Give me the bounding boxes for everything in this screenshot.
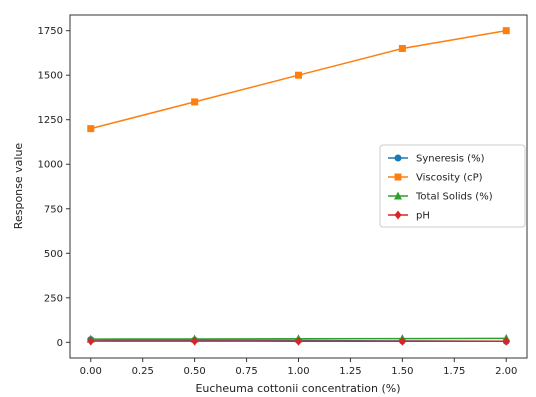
data-point <box>295 71 302 79</box>
y-tick-label: 250 <box>44 293 63 304</box>
data-point <box>87 336 95 346</box>
legend-marker <box>394 191 402 200</box>
x-axis-title: Eucheuma cottonii concentration (%) <box>195 382 400 395</box>
legend-marker <box>394 210 402 220</box>
x-tick-label: 1.00 <box>287 366 309 377</box>
x-tick-label: 1.25 <box>339 366 361 377</box>
legend-marker <box>394 154 402 162</box>
data-point <box>191 98 199 106</box>
legend: Syneresis (%) Viscosity (cP) Total Solids … <box>379 144 526 228</box>
legend-label: Viscosity (cP) <box>416 173 483 184</box>
x-tick-label: 1.50 <box>391 366 413 377</box>
y-tick-label: 1750 <box>38 26 63 37</box>
x-tick-label: 0.75 <box>235 366 257 377</box>
x-tick-label: 0.25 <box>132 366 154 377</box>
y-axis: 0 250 500 750 1000 1250 1500 1750 <box>38 26 70 349</box>
x-axis: 0.00 0.25 0.50 0.75 1.00 1.25 1.50 1.75 2.00 <box>80 358 517 377</box>
x-tick-label: 2.00 <box>495 366 517 377</box>
data-point <box>502 27 510 35</box>
y-axis-title: Response value <box>12 143 25 230</box>
legend-marker <box>394 173 402 181</box>
legend-label: Syneresis (%) <box>416 154 485 165</box>
data-point <box>191 336 199 346</box>
y-tick-label: 750 <box>44 204 63 215</box>
data-point <box>398 44 406 52</box>
series-layer <box>86 27 511 346</box>
y-tick-label: 500 <box>44 249 63 260</box>
y-tick-label: 1000 <box>38 160 63 171</box>
legend-label: pH <box>416 211 430 222</box>
x-tick-label: 0.50 <box>184 366 206 377</box>
y-tick-label: 1500 <box>38 71 63 82</box>
x-tick-label: 0.00 <box>80 366 102 377</box>
data-point <box>502 336 510 346</box>
legend-label: Total Solids (%) <box>415 192 493 203</box>
legend-box <box>379 144 526 228</box>
y-tick-label: 1250 <box>38 115 63 126</box>
y-tick-label: 0 <box>57 338 63 349</box>
x-tick-label: 1.75 <box>443 366 465 377</box>
data-point <box>398 336 406 346</box>
data-point <box>295 336 302 346</box>
data-point <box>87 125 95 133</box>
